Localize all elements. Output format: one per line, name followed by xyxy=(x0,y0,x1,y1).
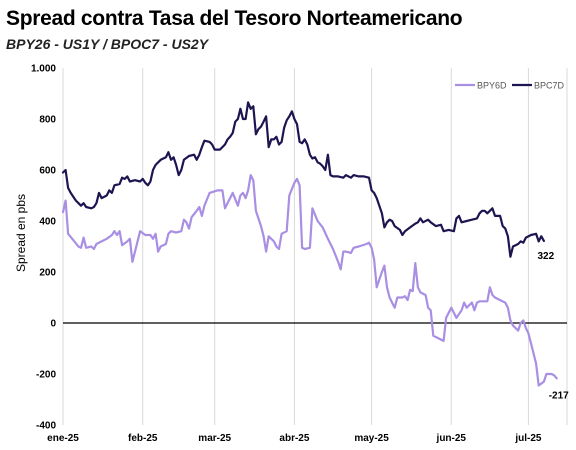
y-tick-label: 0 xyxy=(50,319,56,330)
y-axis-ticks: -400 -200 0 200 400 600 800 1.000 xyxy=(31,64,56,432)
series-line-bpy6d xyxy=(61,174,558,387)
series-line-bpc7d xyxy=(61,101,545,258)
legend-label: BPY6D xyxy=(477,81,507,91)
x-tick-label: jul-25 xyxy=(514,433,542,444)
chart-subtitle: BPY26 - US1Y / BPOC7 - US2Y xyxy=(6,36,209,52)
x-tick-label: ene-25 xyxy=(47,433,79,444)
chart-title: Spread contra Tasa del Tesoro Norteameri… xyxy=(6,7,463,30)
x-tick-label: may-25 xyxy=(354,433,389,444)
y-tick-label: 800 xyxy=(39,115,56,126)
y-tick-label: 400 xyxy=(39,217,56,228)
y-tick-label: -200 xyxy=(36,370,56,381)
y-tick-label: 1.000 xyxy=(31,64,56,75)
x-tick-label: jun-25 xyxy=(436,433,467,444)
end-label-bpc7d: 322 xyxy=(538,251,555,262)
y-axis-label: Spread en pbs xyxy=(14,194,28,272)
end-labels: -217 322 xyxy=(538,251,570,401)
y-tick-label: 200 xyxy=(39,268,56,279)
x-tick-label: feb-25 xyxy=(128,433,158,444)
legend: BPY6D BPC7D xyxy=(455,81,565,91)
y-tick-label: -400 xyxy=(36,421,56,432)
vertical-gridlines xyxy=(62,68,568,425)
y-tick-label: 600 xyxy=(39,166,56,177)
end-label-bpy6d: -217 xyxy=(549,390,569,401)
series-lines xyxy=(61,101,558,387)
x-tick-label: abr-25 xyxy=(279,433,309,444)
x-tick-label: mar-25 xyxy=(198,433,231,444)
legend-label: BPC7D xyxy=(534,81,565,91)
x-axis-ticks: ene-25 feb-25 mar-25 abr-25 may-25 jun-25 jul-… xyxy=(47,433,542,444)
